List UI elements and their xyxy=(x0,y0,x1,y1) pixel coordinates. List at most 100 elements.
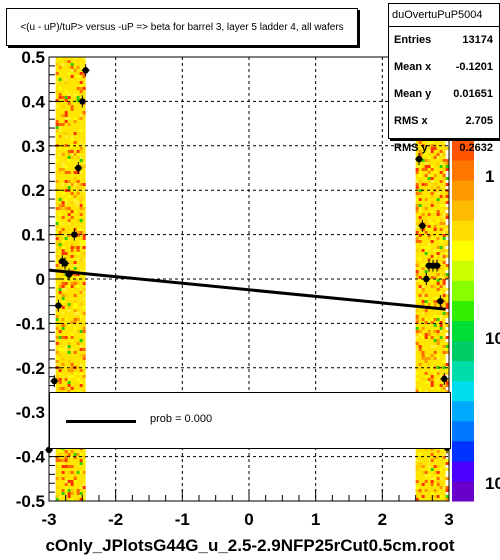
density-cell xyxy=(61,192,65,195)
density-cell xyxy=(79,171,83,174)
density-cell xyxy=(424,216,428,219)
density-cell xyxy=(55,486,59,489)
density-cell xyxy=(424,231,428,234)
density-cell xyxy=(442,327,446,330)
density-cell xyxy=(445,495,449,498)
density-cell xyxy=(58,240,62,243)
density-cell xyxy=(64,336,68,339)
x-tick-label: 3 xyxy=(444,510,453,529)
density-cell xyxy=(58,135,62,138)
density-cell xyxy=(58,495,62,498)
density-cell xyxy=(439,249,443,252)
data-point xyxy=(419,222,426,229)
density-cell xyxy=(442,456,446,459)
density-cell xyxy=(67,390,71,393)
density-cell xyxy=(82,348,86,351)
density-cell xyxy=(55,459,59,462)
density-cell xyxy=(64,120,68,123)
density-cell xyxy=(424,297,428,300)
density-cell xyxy=(415,489,419,492)
density-cell xyxy=(430,276,434,279)
density-cell xyxy=(445,264,449,267)
density-cell xyxy=(70,150,74,153)
density-cell xyxy=(76,390,80,393)
density-cell xyxy=(58,477,62,480)
density-cell xyxy=(55,171,59,174)
stats-row-value: 0.01651 xyxy=(453,88,493,100)
density-cell xyxy=(427,321,431,324)
density-cell xyxy=(79,363,83,366)
density-cell xyxy=(433,315,437,318)
density-cell xyxy=(58,354,62,357)
density-cell xyxy=(82,327,86,330)
density-cell xyxy=(436,450,440,453)
density-cell xyxy=(70,366,74,369)
density-cell xyxy=(73,477,77,480)
density-cell xyxy=(61,477,65,480)
density-cell xyxy=(67,303,71,306)
y-tick-label: -0.5 xyxy=(16,492,45,511)
density-cell xyxy=(445,192,449,195)
density-cell xyxy=(79,390,83,393)
density-cell xyxy=(445,297,449,300)
density-cell xyxy=(73,177,77,180)
density-cell xyxy=(445,198,449,201)
density-cell xyxy=(415,180,419,183)
density-cell xyxy=(64,450,68,453)
density-cell xyxy=(67,378,71,381)
y-tick-label: 0.2 xyxy=(21,181,45,200)
density-cell xyxy=(433,147,437,150)
density-cell xyxy=(415,171,419,174)
density-cell xyxy=(73,153,77,156)
density-cell xyxy=(55,81,59,84)
color-palette xyxy=(452,140,474,502)
density-cell xyxy=(421,159,425,162)
density-cell xyxy=(436,330,440,333)
palette-label: 10 xyxy=(485,474,500,493)
density-cell xyxy=(73,180,77,183)
density-cell xyxy=(73,243,77,246)
density-cell xyxy=(436,162,440,165)
stats-rows: Entries 13174 Mean x -0.1201 Mean y 0.01651 RM… xyxy=(389,27,499,162)
density-cell xyxy=(445,300,449,303)
density-cell xyxy=(73,261,77,264)
density-cell xyxy=(436,387,440,390)
density-cell xyxy=(64,465,68,468)
density-cell xyxy=(61,165,65,168)
density-cell xyxy=(64,165,68,168)
density-cell xyxy=(70,255,74,258)
stats-box: duOvertuPuP5004 Entries 13174 Mean x -0.120… xyxy=(388,3,500,154)
density-cell xyxy=(424,471,428,474)
data-point xyxy=(82,67,89,74)
density-cell xyxy=(67,93,71,96)
density-cell xyxy=(55,123,59,126)
density-cell xyxy=(445,390,449,393)
density-cell xyxy=(439,318,443,321)
density-cell xyxy=(64,474,68,477)
density-cell xyxy=(67,222,71,225)
palette-cell xyxy=(452,140,474,161)
density-cell xyxy=(58,153,62,156)
density-cell xyxy=(73,273,77,276)
density-cell xyxy=(418,387,422,390)
density-cell xyxy=(445,240,449,243)
density-cell xyxy=(64,453,68,456)
density-cell xyxy=(70,282,74,285)
density-cell xyxy=(424,183,428,186)
density-cell xyxy=(433,138,437,141)
density-cell xyxy=(421,168,425,171)
density-cell xyxy=(421,165,425,168)
density-cell xyxy=(61,492,65,495)
density-cell xyxy=(427,228,431,231)
density-cell xyxy=(424,357,428,360)
density-cell xyxy=(445,243,449,246)
density-cell xyxy=(55,63,59,66)
density-cell xyxy=(61,462,65,465)
density-cell xyxy=(70,492,74,495)
density-cell xyxy=(415,231,419,234)
density-cell xyxy=(427,219,431,222)
density-cell xyxy=(421,288,425,291)
density-cell xyxy=(67,123,71,126)
density-cell xyxy=(82,165,86,168)
density-cell xyxy=(64,186,68,189)
